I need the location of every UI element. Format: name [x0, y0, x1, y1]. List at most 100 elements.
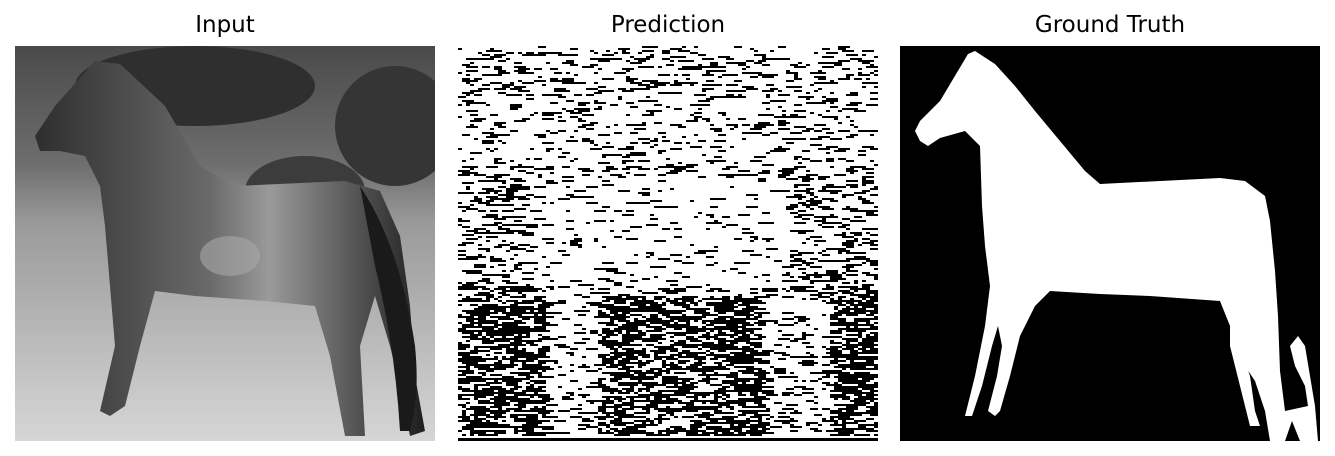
prediction-speckle	[662, 52, 670, 54]
prediction-speckle	[490, 256, 494, 258]
prediction-speckle	[578, 246, 582, 248]
prediction-speckle	[818, 176, 830, 178]
prediction-speckle	[626, 210, 634, 212]
prediction-speckle	[470, 326, 474, 328]
prediction-speckle	[838, 290, 850, 292]
prediction-speckle	[498, 426, 506, 428]
prediction-speckle	[794, 196, 798, 198]
prediction-speckle	[574, 130, 578, 132]
prediction-speckle	[502, 368, 506, 370]
prediction-speckle	[614, 350, 618, 352]
prediction-speckle	[478, 52, 482, 54]
prediction-speckle	[490, 294, 494, 296]
prediction-speckle	[866, 356, 878, 358]
prediction-speckle	[546, 266, 550, 268]
prediction-speckle	[746, 314, 754, 316]
prediction-speckle	[734, 318, 746, 320]
prediction-speckle	[706, 308, 710, 310]
prediction-speckle	[578, 412, 590, 414]
prediction-speckle	[474, 350, 478, 352]
prediction-speckle	[790, 340, 798, 342]
prediction-speckle	[802, 342, 810, 344]
prediction-speckle	[606, 334, 610, 336]
prediction-speckle	[582, 170, 594, 172]
prediction-speckle	[702, 100, 710, 102]
prediction-speckle	[650, 80, 658, 82]
prediction-speckle	[622, 230, 630, 232]
prediction-speckle	[730, 424, 734, 426]
prediction-speckle	[786, 208, 794, 210]
prediction-speckle	[658, 266, 666, 268]
prediction-speckle	[674, 74, 678, 76]
prediction-speckle	[570, 64, 578, 66]
prediction-speckle	[762, 124, 774, 126]
prediction-speckle	[630, 132, 638, 134]
prediction-speckle	[694, 396, 698, 398]
prediction-speckle	[566, 54, 574, 56]
prediction-speckle	[466, 372, 474, 374]
prediction-speckle	[666, 292, 678, 294]
prediction-speckle	[638, 66, 642, 68]
prediction-speckle	[858, 288, 862, 290]
prediction-speckle	[466, 390, 474, 392]
prediction-speckle	[514, 408, 522, 410]
prediction-speckle	[554, 72, 562, 74]
prediction-speckle	[622, 318, 626, 320]
prediction-speckle	[654, 298, 662, 300]
prediction-speckle	[686, 298, 694, 300]
prediction-speckle	[606, 430, 610, 432]
prediction-speckle	[794, 184, 806, 186]
prediction-speckle	[554, 420, 566, 422]
prediction-speckle	[870, 194, 878, 196]
prediction-speckle	[482, 408, 490, 410]
prediction-speckle	[518, 404, 526, 406]
prediction-speckle	[558, 96, 566, 98]
prediction-speckle	[834, 366, 838, 368]
prediction-speckle	[746, 310, 754, 312]
prediction-speckle	[674, 390, 686, 392]
prediction-speckle	[778, 116, 790, 118]
prediction-speckle	[554, 344, 566, 346]
prediction-speckle	[682, 276, 690, 278]
prediction-speckle	[470, 84, 474, 86]
prediction-speckle	[642, 334, 646, 336]
prediction-speckle	[486, 296, 494, 298]
prediction-speckle	[866, 104, 870, 106]
prediction-speckle	[698, 416, 710, 418]
prediction-speckle	[490, 330, 498, 332]
prediction-speckle	[574, 74, 578, 76]
prediction-speckle	[722, 74, 734, 76]
prediction-speckle	[858, 258, 870, 260]
prediction-speckle	[486, 388, 494, 390]
prediction-speckle	[754, 380, 762, 382]
prediction-speckle	[758, 180, 766, 182]
prediction-speckle	[830, 318, 842, 320]
prediction-speckle	[834, 324, 842, 326]
prediction-speckle	[474, 308, 486, 310]
prediction-speckle	[590, 148, 602, 150]
prediction-speckle	[698, 360, 702, 362]
prediction-speckle	[670, 380, 674, 382]
prediction-speckle	[534, 268, 538, 270]
prediction-speckle	[514, 196, 526, 198]
prediction-speckle	[710, 62, 718, 64]
prediction-speckle	[670, 410, 674, 412]
prediction-speckle	[522, 344, 526, 346]
prediction-speckle	[478, 236, 482, 238]
prediction-speckle	[790, 412, 802, 414]
prediction-speckle	[458, 360, 470, 362]
prediction-speckle	[550, 172, 554, 174]
prediction-speckle	[870, 386, 878, 388]
prediction-speckle	[710, 296, 714, 298]
prediction-speckle	[642, 382, 650, 384]
prediction-speckle	[494, 88, 506, 90]
prediction-speckle	[522, 232, 534, 234]
prediction-speckle	[494, 310, 506, 312]
prediction-speckle	[534, 316, 542, 318]
prediction-speckle	[806, 324, 810, 326]
prediction-speckle	[602, 364, 606, 366]
prediction-speckle	[614, 236, 622, 238]
prediction-speckle	[674, 344, 686, 346]
prediction-speckle	[830, 300, 838, 302]
prediction-speckle	[466, 340, 470, 342]
